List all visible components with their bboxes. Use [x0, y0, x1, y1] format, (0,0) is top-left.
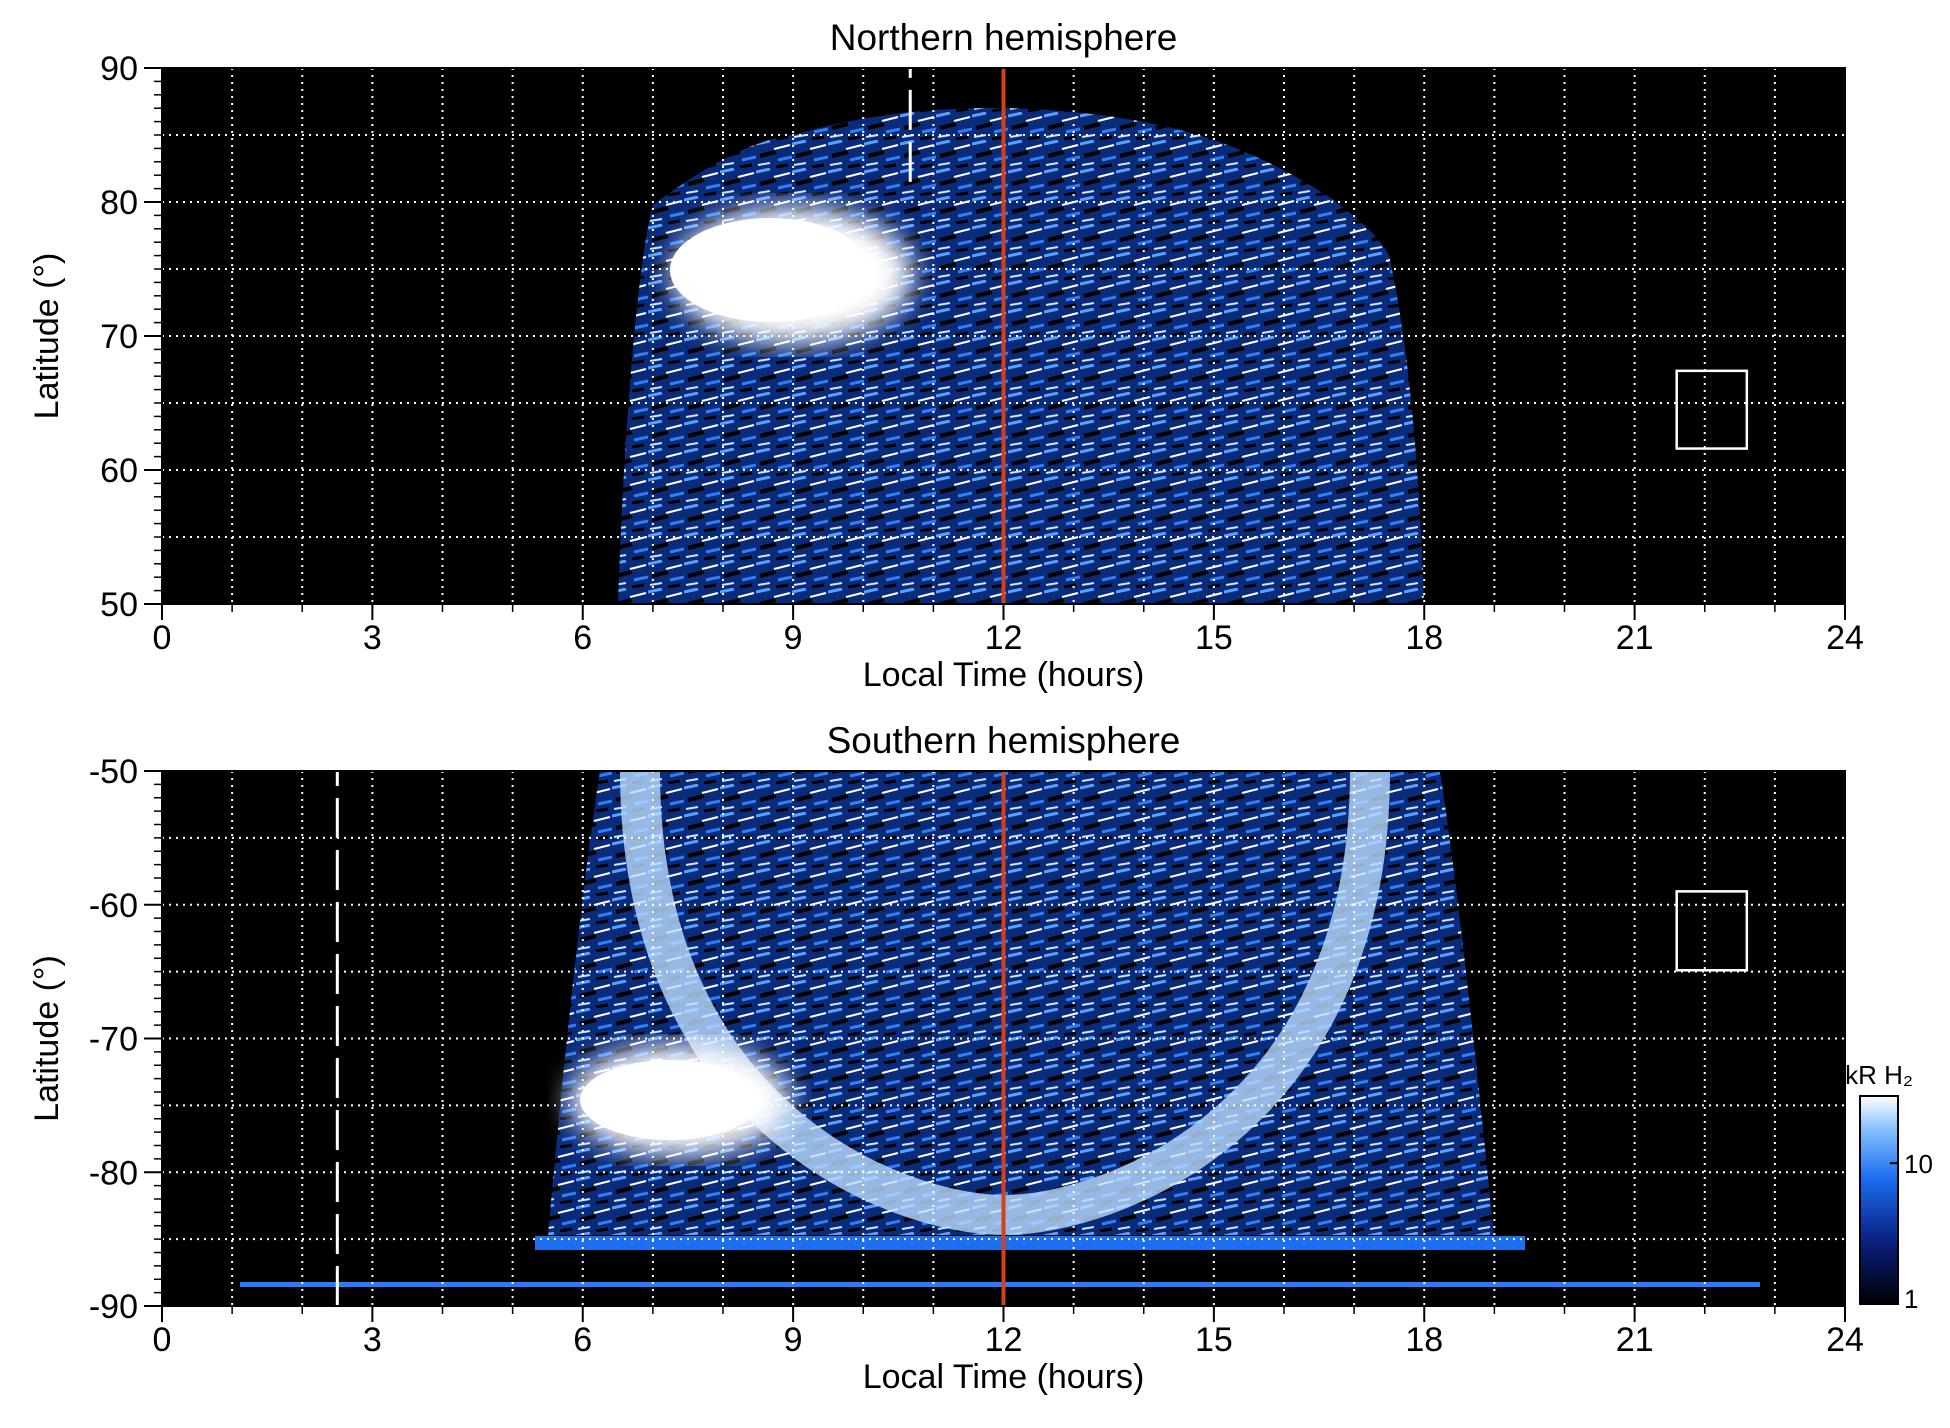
- x-tick-label: 21: [1616, 1321, 1654, 1359]
- x-tick-label: 12: [985, 619, 1023, 657]
- y-tick-label: -90: [89, 1288, 138, 1326]
- chart-title: Northern hemisphere: [830, 17, 1178, 58]
- y-tick-label: -60: [89, 887, 138, 925]
- x-tick-label: 15: [1195, 619, 1233, 657]
- band: [535, 1236, 1525, 1250]
- x-tick-label: 3: [363, 619, 382, 657]
- region-box: [1675, 890, 1749, 972]
- x-tick-label: 24: [1826, 619, 1864, 657]
- y-tick-label: 90: [100, 50, 138, 88]
- y-tick-label: -80: [89, 1154, 138, 1192]
- colorbar: [1859, 1095, 1899, 1305]
- band: [240, 1282, 1760, 1287]
- x-tick-label: 9: [784, 619, 803, 657]
- chart-title: Southern hemisphere: [827, 720, 1181, 761]
- y-tick-label: 60: [100, 452, 138, 490]
- y-tick-label: 80: [100, 184, 138, 222]
- x-tick-label: 15: [1195, 1321, 1233, 1359]
- colorbar-tick-label: 10: [1904, 1149, 1933, 1179]
- x-tick-label: 18: [1405, 619, 1443, 657]
- y-tick-label: -50: [89, 753, 138, 791]
- y-tick-label: 50: [100, 586, 138, 624]
- bright-region: [580, 1060, 760, 1140]
- emission: [618, 108, 1424, 604]
- plot-frame: [161, 770, 1846, 1307]
- x-tick-label: 0: [153, 619, 172, 657]
- x-axis-label: Local Time (hours): [863, 1358, 1145, 1396]
- plot-frame: [161, 67, 1846, 605]
- x-tick-label: 18: [1405, 1321, 1443, 1359]
- y-tick-label: 70: [100, 318, 138, 356]
- colorbar-tick-label: 1: [1904, 1284, 1918, 1314]
- y-tick-label: -70: [89, 1021, 138, 1059]
- x-tick-label: 24: [1826, 1321, 1864, 1359]
- emission-region: [618, 108, 1424, 604]
- x-tick-label: 12: [985, 1321, 1023, 1359]
- x-tick-label: 6: [573, 619, 592, 657]
- y-axis-label: Latitude (°): [28, 955, 66, 1122]
- x-tick-label: 3: [363, 1321, 382, 1359]
- x-axis-label: Local Time (hours): [863, 656, 1145, 694]
- x-tick-label: 9: [784, 1321, 803, 1359]
- x-tick-label: 0: [153, 1321, 172, 1359]
- y-axis-label: Latitude (°): [28, 253, 66, 420]
- region-box: [1675, 369, 1749, 450]
- x-tick-label: 6: [573, 1321, 592, 1359]
- colorbar-label: kR H₂: [1845, 1060, 1913, 1090]
- x-tick-label: 21: [1616, 619, 1654, 657]
- bright-region: [670, 218, 870, 322]
